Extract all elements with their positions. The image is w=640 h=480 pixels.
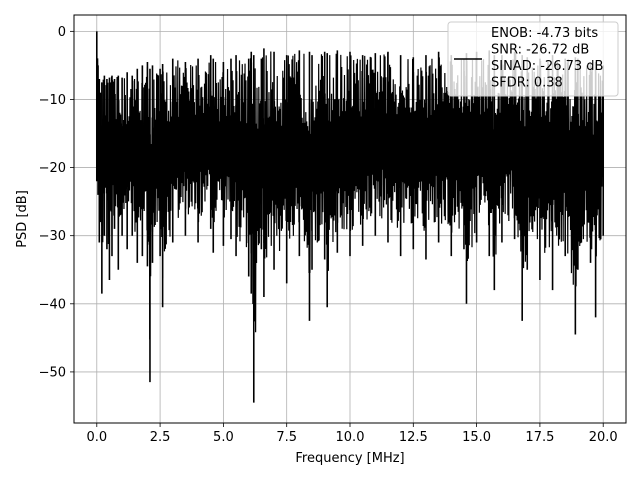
y-tick-label: 0	[58, 25, 66, 40]
x-tick-label: 7.5	[276, 430, 297, 445]
y-tick-label: −20	[39, 161, 66, 176]
legend-entry-line: SNR: -26.72 dB	[491, 43, 589, 58]
x-tick-label: 12.5	[399, 430, 428, 445]
legend-entry-line: SFDR: 0.38	[491, 76, 563, 91]
y-tick-label: −40	[39, 297, 66, 312]
x-tick-label: 17.5	[525, 430, 554, 445]
x-tick-label: 15.0	[462, 430, 491, 445]
x-tick-label: 2.5	[150, 430, 171, 445]
data-layer	[95, 31, 605, 403]
x-tick-label: 10.0	[336, 430, 365, 445]
x-axis-label: Frequency [MHz]	[295, 451, 404, 466]
y-tick-label: −50	[39, 365, 66, 380]
ticks: 0.0 2.5 5.0 7.5 10.0 12.5 15.0 17.5 20.0 0 −10 −20 −…	[39, 25, 618, 445]
legend-entry-line: SINAD: -26.73 dB	[491, 59, 603, 74]
legend-entry-line: ENOB: -4.73 bits	[491, 26, 598, 41]
x-tick-label: 0.0	[86, 430, 107, 445]
x-tick-label: 5.0	[213, 430, 234, 445]
x-tick-label: 20.0	[589, 430, 618, 445]
y-axis-label: PSD [dB]	[15, 190, 30, 248]
legend-box	[447, 21, 619, 97]
y-tick-label: −30	[39, 229, 66, 244]
y-tick-label: −10	[39, 93, 66, 108]
